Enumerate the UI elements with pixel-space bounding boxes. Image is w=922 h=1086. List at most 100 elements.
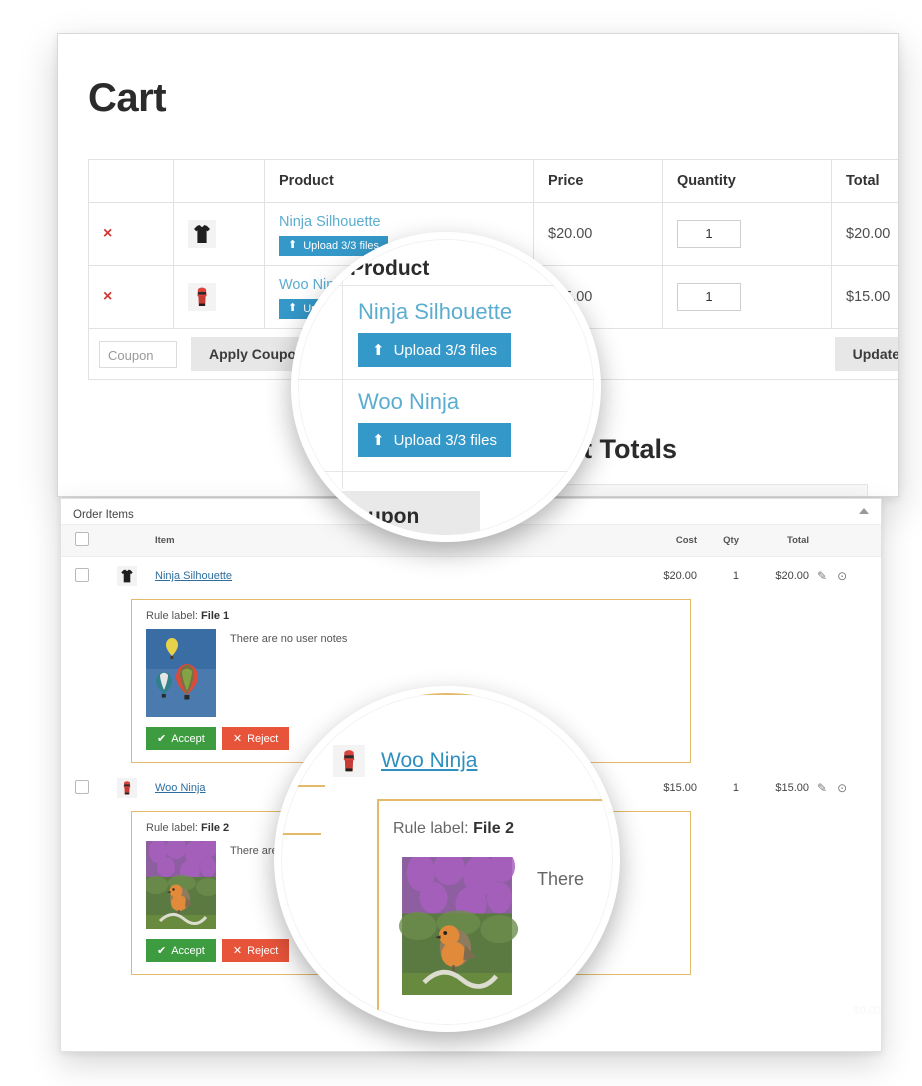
lens-file-box bbox=[377, 799, 613, 1025]
select-all-header bbox=[61, 525, 113, 557]
accept-button[interactable]: ✔ Accept bbox=[146, 727, 216, 750]
lens-reject-button-edge bbox=[281, 715, 295, 737]
order-items-header-row: Item Cost Qty Total bbox=[61, 525, 881, 557]
remove-circle-icon[interactable]: ⊙ bbox=[837, 569, 848, 583]
upload-files-button[interactable]: ⬆ Upload 3/3 files bbox=[279, 235, 389, 256]
row-cost-cell: $20.00 bbox=[663, 570, 697, 582]
lens-file-box-edge bbox=[281, 833, 321, 835]
lens-note-partial: There bbox=[537, 869, 585, 889]
file-note-text: There are no user notes bbox=[230, 633, 348, 645]
upload-button-label: Upload 3/3 files bbox=[303, 239, 380, 252]
rule-label: Rule label: File 1 bbox=[146, 610, 676, 622]
row-total-cell: $20.00 bbox=[775, 570, 809, 582]
row-thumb-cell bbox=[113, 769, 151, 807]
tshirt-icon bbox=[188, 220, 216, 248]
row-actions-cell: ✎ ⊙ bbox=[813, 769, 881, 807]
lens-divider bbox=[298, 471, 594, 472]
check-icon: ✔ bbox=[157, 733, 167, 745]
order-col-actions bbox=[813, 525, 881, 557]
row-cost-cell: $15.00 bbox=[663, 782, 697, 794]
lens-reject-button-edge bbox=[281, 955, 295, 977]
cart-quantity-cell: 1 bbox=[662, 265, 832, 329]
order-product-link[interactable]: Ninja Silhouette bbox=[155, 570, 233, 582]
discount-value: $0.00 bbox=[853, 1005, 881, 1017]
lens-upload-button-1[interactable]: ⬆ Upload 3/3 files bbox=[358, 333, 511, 367]
cart-col-product: Product bbox=[264, 159, 534, 203]
reject-button[interactable]: ✕ Reject bbox=[221, 727, 290, 750]
lens-divider bbox=[342, 239, 343, 489]
ninja-icon bbox=[333, 745, 365, 777]
cart-thumb-cell bbox=[173, 202, 265, 266]
cart-remove-cell: × bbox=[88, 265, 174, 329]
accept-label: Accept bbox=[171, 944, 205, 957]
row-item-cell: Woo Ninja bbox=[151, 769, 641, 807]
cart-col-thumbnail bbox=[173, 159, 265, 203]
rule-label: Rule label: File 2 bbox=[146, 822, 676, 834]
reject-label: Reject bbox=[247, 944, 279, 957]
order-col-thumb bbox=[113, 525, 151, 557]
rule-label-name: File 2 bbox=[201, 822, 230, 834]
select-all-checkbox[interactable] bbox=[75, 532, 89, 546]
cart-thumb-cell bbox=[173, 265, 265, 329]
check-icon: ✔ bbox=[157, 945, 167, 957]
row-qty-cell: 1 bbox=[732, 782, 739, 794]
product-link[interactable]: Ninja Silhouette bbox=[279, 214, 381, 231]
lens-product-link-1[interactable]: Ninja Silhouette bbox=[358, 299, 513, 324]
cart-col-quantity: Quantity bbox=[662, 159, 832, 203]
update-cart-button[interactable]: Update Cart bbox=[834, 337, 898, 371]
cart-quantity-cell: 1 bbox=[662, 202, 832, 266]
cart-col-price: Price bbox=[533, 159, 663, 203]
reject-label: Reject bbox=[247, 732, 279, 745]
magnifier-lens-bottom: Woo Ninja Rule label: File 2 bbox=[274, 686, 620, 1032]
lens-rule-prefix: Rule label: bbox=[393, 820, 469, 837]
quantity-input[interactable]: 1 bbox=[677, 220, 741, 248]
lens-product-link-2[interactable]: Woo Ninja bbox=[358, 389, 460, 414]
lens-product-link[interactable]: Woo Ninja bbox=[381, 749, 478, 772]
order-col-total: Total bbox=[743, 525, 813, 557]
remove-item-button[interactable]: × bbox=[103, 225, 113, 242]
upload-icon: ⬆ bbox=[288, 302, 298, 315]
accept-button[interactable]: ✔ Accept bbox=[146, 939, 216, 962]
cart-col-total: Total bbox=[831, 159, 898, 203]
remove-circle-icon[interactable]: ⊙ bbox=[837, 781, 848, 795]
pencil-icon[interactable]: ✎ bbox=[817, 781, 828, 795]
cart-total-cell: $20.00 bbox=[831, 202, 898, 266]
lens-divider bbox=[298, 285, 594, 286]
tshirt-icon bbox=[117, 566, 137, 586]
lens-file-box-edge bbox=[281, 785, 325, 787]
ninja-icon bbox=[188, 283, 216, 311]
lens-file-box-edge bbox=[377, 693, 613, 695]
order-col-qty: Qty bbox=[701, 525, 743, 557]
remove-item-button[interactable]: × bbox=[103, 288, 113, 305]
coupon-input[interactable]: Coupon bbox=[99, 340, 177, 368]
rule-label-prefix: Rule label: bbox=[146, 822, 198, 834]
lens-coupon-button-bg bbox=[298, 491, 480, 535]
page-title: Cart bbox=[88, 76, 167, 120]
lens-divider bbox=[298, 379, 594, 380]
robin-bird-photo[interactable] bbox=[146, 841, 216, 929]
order-product-link[interactable]: Woo Ninja bbox=[155, 782, 206, 794]
magnifier-lens-top: Product Ninja Silhouette ⬆ Upload 3/3 fi… bbox=[291, 232, 601, 542]
row-qty-cell: 1 bbox=[732, 570, 739, 582]
lens-rule-name: File 2 bbox=[473, 820, 514, 837]
reject-button[interactable]: ✕ Reject bbox=[221, 939, 290, 962]
cart-table-header-row: Product Price Quantity Total bbox=[88, 159, 898, 203]
accept-label: Accept bbox=[171, 732, 205, 745]
hot-air-balloons-photo[interactable] bbox=[146, 629, 216, 717]
quantity-input[interactable]: 1 bbox=[677, 283, 741, 311]
row-item-cell: Ninja Silhouette bbox=[151, 557, 641, 596]
lens-upload-label-1: Upload 3/3 files bbox=[393, 341, 497, 359]
close-icon: ✕ bbox=[232, 733, 243, 745]
ninja-icon bbox=[117, 778, 137, 798]
row-total-cell: $15.00 bbox=[775, 782, 809, 794]
table-row: Woo Ninja $15.00 1 $15.00 ✎ ⊙ bbox=[61, 769, 881, 807]
pencil-icon[interactable]: ✎ bbox=[817, 569, 828, 583]
row-checkbox[interactable] bbox=[75, 567, 89, 582]
upload-icon: ⬆ bbox=[372, 432, 385, 449]
robin-bird-photo[interactable] bbox=[393, 850, 521, 995]
lens-upload-button-2[interactable]: ⬆ Upload 3/3 files bbox=[358, 423, 511, 457]
table-row: Ninja Silhouette $20.00 1 $20.00 ✎ ⊙ bbox=[61, 557, 881, 596]
collapse-triangle-icon[interactable] bbox=[859, 508, 869, 514]
row-checkbox[interactable] bbox=[75, 779, 89, 794]
lens-coupon-button[interactable]: Coupon bbox=[340, 505, 420, 528]
